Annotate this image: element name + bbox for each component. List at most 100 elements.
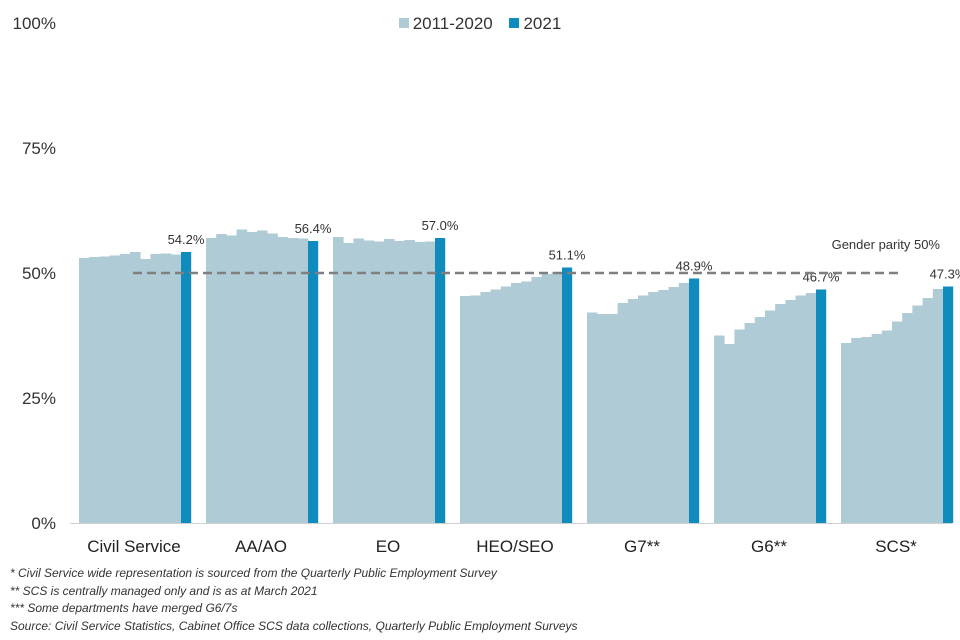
note-source: Source: Civil Service Statistics, Cabine… [10, 618, 578, 633]
bar-history [150, 254, 161, 523]
bar-history [500, 286, 512, 523]
data-label: 56.4% [295, 221, 332, 236]
bar-history [277, 237, 288, 523]
bar-history [892, 321, 903, 523]
bar-history [130, 252, 141, 523]
bar-history [912, 305, 923, 523]
bar-history [775, 304, 786, 523]
bar-history [932, 289, 944, 523]
bar-history [333, 237, 344, 523]
bar-history [597, 314, 608, 523]
bar-history [617, 303, 629, 523]
bar-2021 [943, 286, 954, 523]
x-tick-label: Civil Service [87, 537, 181, 556]
x-tick-label: SCS* [875, 537, 917, 556]
bar-history [384, 239, 395, 523]
bar-history [861, 337, 872, 523]
bar-history [246, 232, 258, 523]
bar-history [871, 334, 883, 523]
bar-history [424, 241, 436, 523]
legend-swatch-history [398, 18, 409, 28]
x-tick-label: HEO/SEO [476, 537, 553, 556]
bar-history [404, 240, 415, 523]
legend-item-history: 2011-2020 [398, 14, 493, 34]
data-label: 48.9% [676, 259, 713, 274]
bar-history [480, 292, 491, 523]
bar-2021 [689, 278, 700, 523]
bar-history [785, 300, 796, 523]
bar-history [714, 335, 725, 523]
bar-history [754, 317, 766, 523]
bar-history [414, 242, 426, 523]
note-2: ** SCS is centrally managed only and is … [10, 583, 318, 598]
y-tick-label: 50% [22, 264, 56, 283]
bar-history [531, 277, 542, 523]
bar-history [79, 258, 90, 523]
bar-history [490, 289, 502, 523]
bar-history [343, 243, 354, 523]
chart-notes: * Civil Service wide representation is s… [10, 565, 578, 635]
y-tick-label: 75% [22, 139, 56, 158]
legend-label-2021: 2021 [523, 14, 562, 33]
bar-history [744, 323, 756, 523]
bar-history [460, 296, 471, 523]
bar-history [648, 292, 659, 523]
bar-history [765, 310, 776, 523]
legend-item-2021: 2021 [509, 14, 561, 34]
bar-2021 [816, 289, 827, 523]
bar-history [851, 338, 862, 523]
bar-history [470, 295, 481, 523]
bar-history [607, 314, 618, 523]
y-tick-label: 25% [22, 389, 56, 408]
bar-history [627, 299, 639, 523]
bar-history [795, 295, 807, 523]
bar-history [267, 233, 278, 523]
bar-history [257, 230, 268, 523]
bar-history [902, 313, 913, 523]
bar-history [170, 254, 182, 523]
x-tick-label: AA/AO [235, 537, 287, 556]
y-tick-label: 100% [13, 14, 56, 33]
bar-history [297, 238, 309, 523]
bar-history [668, 287, 680, 523]
bar-history [734, 329, 745, 523]
bar-history [216, 234, 227, 523]
data-label: 47.3% [930, 267, 960, 282]
bar-history [353, 238, 364, 523]
data-label: 57.0% [422, 218, 459, 233]
bar-history [236, 229, 248, 523]
bar-2021 [562, 267, 573, 523]
bar-history [678, 283, 690, 523]
bar-chart: 0% 25% 50% 75% 100% 54.2% Civil Service 56.4% AA… [13, 14, 960, 556]
bar-history [521, 281, 532, 523]
bar-history [881, 330, 893, 523]
bar-history [841, 343, 852, 523]
x-tick-label: G6** [751, 537, 787, 556]
bar-2021 [181, 252, 192, 523]
bar-history [587, 312, 598, 523]
legend-label-history: 2011-2020 [412, 14, 493, 33]
bar-2021 [435, 238, 446, 523]
x-tick-label: EO [376, 537, 401, 556]
bar-history [394, 241, 405, 523]
bar-history [551, 272, 563, 523]
bar-history [638, 295, 649, 523]
y-tick-label: 0% [31, 514, 56, 533]
bar-history [541, 274, 553, 523]
bar-history [99, 256, 110, 523]
bar-history [658, 290, 669, 523]
bar-history [373, 241, 385, 523]
bar-history [160, 253, 172, 523]
chart-legend: 2011-2020 2021 [0, 14, 960, 34]
bar-history [206, 238, 217, 523]
bar-history [363, 240, 375, 523]
legend-swatch-2021 [509, 18, 520, 28]
note-3: *** Some departments have merged G6/7s [10, 601, 238, 615]
bar-history [287, 238, 299, 523]
note-1: * Civil Service wide representation is s… [10, 566, 497, 580]
bar-history [89, 257, 100, 523]
bar-history [805, 293, 817, 523]
data-label: 51.1% [549, 248, 586, 263]
x-tick-label: G7** [624, 537, 660, 556]
bar-history [109, 255, 121, 523]
